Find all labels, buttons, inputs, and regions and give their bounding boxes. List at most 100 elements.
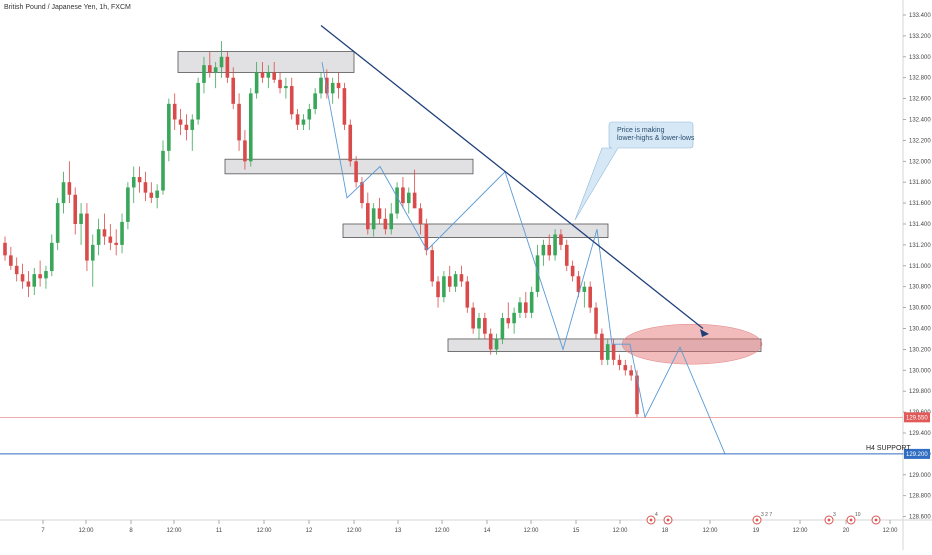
candle-body xyxy=(55,203,60,243)
x-tick-label: 12 xyxy=(306,528,313,534)
candle-body xyxy=(20,274,25,282)
candle-body xyxy=(114,242,118,245)
event-icon-dot xyxy=(849,518,853,522)
y-tick-label: 131.200 xyxy=(909,243,931,249)
candle-body xyxy=(196,82,200,120)
candle-body xyxy=(184,124,189,130)
x-tick-label: 8 xyxy=(129,528,133,534)
candle-body xyxy=(102,229,107,237)
candle-body xyxy=(354,161,358,183)
candle-body xyxy=(471,307,475,329)
candle-body xyxy=(366,203,370,230)
candle-body xyxy=(26,281,31,287)
candle-body xyxy=(301,119,306,125)
candle-body xyxy=(447,276,452,287)
y-tick-label: 131.400 xyxy=(909,222,931,228)
candle-body xyxy=(465,281,470,308)
candle-body xyxy=(342,88,347,125)
y-tick-label: 132.600 xyxy=(909,97,931,103)
candle-body xyxy=(406,192,411,204)
downtrend-line xyxy=(320,24,704,330)
candle-body xyxy=(254,72,259,94)
h4-support-label: H4 SUPPORT xyxy=(866,445,911,452)
event-icon-dot xyxy=(649,518,653,522)
projection-ellipse xyxy=(621,323,763,365)
candle-body xyxy=(436,281,440,298)
candle-body xyxy=(500,318,505,339)
candle-body xyxy=(9,255,13,266)
candle-body xyxy=(453,274,458,287)
candle-body xyxy=(161,150,165,191)
y-tick-label: 129.800 xyxy=(909,389,931,395)
candle-body xyxy=(360,182,364,204)
candle-body xyxy=(213,67,218,73)
candle-body xyxy=(559,234,563,245)
candle-body xyxy=(167,103,171,151)
y-tick-label: 130.600 xyxy=(909,306,931,312)
event-icon-count: 3 xyxy=(833,512,836,518)
trend-arrowhead xyxy=(700,329,709,337)
candle-body xyxy=(459,274,464,282)
candle-body xyxy=(143,182,148,193)
event-icon-count: 4 xyxy=(655,512,658,518)
sr-zone xyxy=(224,158,474,175)
candle-body xyxy=(266,72,271,78)
candle-body xyxy=(284,86,288,89)
candle-body xyxy=(172,103,177,120)
candle-body xyxy=(477,318,481,329)
candle-body xyxy=(617,359,622,366)
candle-body xyxy=(295,114,300,125)
candle-body xyxy=(594,307,598,334)
candle-body xyxy=(313,93,317,110)
support-price-tag xyxy=(904,448,930,459)
x-tick-label: 12:00 xyxy=(346,528,362,534)
candle-body xyxy=(278,79,282,89)
y-tick-label: 132.400 xyxy=(909,118,931,124)
candle-body xyxy=(325,77,329,94)
candle-body xyxy=(512,312,516,324)
y-tick-label: 130.400 xyxy=(909,327,931,333)
candle-body xyxy=(137,176,142,183)
candle-body xyxy=(395,187,399,214)
candle-body xyxy=(272,72,276,80)
candle-body xyxy=(629,370,633,376)
candle-body xyxy=(237,103,241,141)
candle-body xyxy=(248,93,253,162)
candle-body xyxy=(442,276,446,298)
sr-zone xyxy=(342,223,609,238)
candle-body xyxy=(85,213,89,261)
y-tick-label: 133.200 xyxy=(909,34,931,40)
candle-body xyxy=(541,244,546,256)
candle-body xyxy=(401,187,405,204)
candle-body xyxy=(483,318,487,334)
candle-body xyxy=(336,82,341,89)
y-tick-label: 131.000 xyxy=(909,264,931,270)
x-tick-label: 19 xyxy=(753,528,760,534)
candle-body xyxy=(371,208,376,230)
candle-body xyxy=(412,192,417,209)
candle-body xyxy=(529,291,534,313)
y-tick-label: 129.000 xyxy=(909,473,931,479)
candle-body xyxy=(32,274,37,287)
candle-body xyxy=(208,65,212,73)
candle-body xyxy=(576,276,581,292)
annotation-text-line: lower-highs & lower-lows xyxy=(617,135,695,142)
x-tick-label: 18 xyxy=(662,528,669,534)
candle-body xyxy=(131,176,136,188)
candle-body xyxy=(383,218,388,230)
candle-body xyxy=(79,213,83,224)
candle-body xyxy=(605,344,610,360)
x-tick-label: 12:00 xyxy=(523,528,539,534)
candle-body xyxy=(348,124,353,162)
event-icon-dot xyxy=(827,518,831,522)
candle-body xyxy=(389,213,394,230)
current-price-tag-label: 129.550 xyxy=(906,415,928,421)
y-tick-label: 130.800 xyxy=(909,285,931,291)
candle-body xyxy=(494,338,499,350)
candle-body xyxy=(488,333,493,350)
candle-body xyxy=(564,244,569,266)
x-tick-label: 12:00 xyxy=(882,528,898,534)
candle-body xyxy=(553,234,557,256)
